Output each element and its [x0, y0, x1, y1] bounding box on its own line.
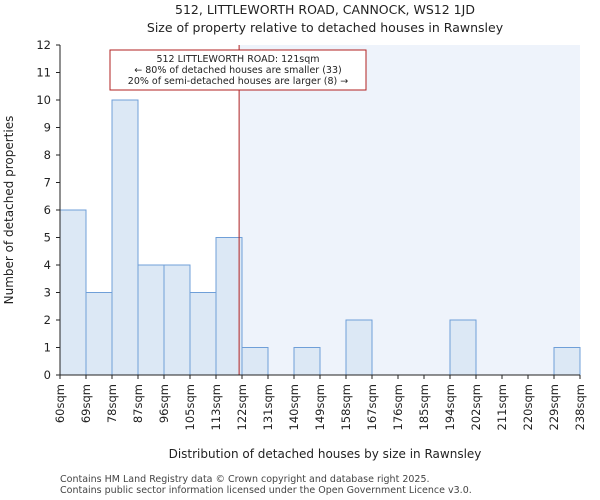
- y-tick-label-4: 4: [44, 258, 51, 272]
- annotation-line-3: 20% of semi-detached houses are larger (…: [128, 76, 348, 87]
- x-axis-label: Distribution of detached houses by size …: [169, 447, 482, 461]
- x-tick-label-60sqm: 60sqm: [53, 384, 67, 423]
- x-tick-label-131sqm: 131sqm: [261, 384, 275, 430]
- x-tick-label-105sqm: 105sqm: [183, 384, 197, 430]
- x-tick-label-158sqm: 158sqm: [339, 384, 353, 430]
- x-tick-label-140sqm: 140sqm: [287, 384, 301, 430]
- x-tick-label-149sqm: 149sqm: [313, 384, 327, 430]
- y-tick-label-2: 2: [44, 313, 51, 327]
- annotation-line-1: 512 LITTLEWORTH ROAD: 121sqm: [156, 54, 319, 65]
- annotation-border: [109, 49, 367, 91]
- bar-78sqm: [111, 99, 139, 376]
- x-tick-label-238sqm: 238sqm: [573, 384, 587, 430]
- y-tick-label-1: 1: [44, 341, 51, 355]
- x-tick-label-176sqm: 176sqm: [391, 384, 405, 430]
- bar-122sqm: [241, 347, 269, 376]
- x-tick-label-69sqm: 69sqm: [79, 384, 93, 423]
- x-tick-label-229sqm: 229sqm: [547, 384, 561, 430]
- y-tick-label-6: 6: [44, 203, 51, 217]
- x-tick-label-122sqm: 122sqm: [235, 384, 249, 430]
- bar-194sqm: [449, 319, 477, 376]
- bar-158sqm: [345, 319, 373, 376]
- annotation-box: 512 LITTLEWORTH ROAD: 121sqm ← 80% of de…: [109, 49, 367, 91]
- bar-229sqm: [553, 347, 581, 376]
- y-tick-label-3: 3: [44, 286, 51, 300]
- y-tick-label-0: 0: [44, 368, 51, 382]
- x-tick-label-194sqm: 194sqm: [443, 384, 457, 430]
- x-tick-label-220sqm: 220sqm: [521, 384, 535, 430]
- bars-group: [59, 99, 581, 376]
- x-tick-label-87sqm: 87sqm: [131, 384, 145, 423]
- y-tick-label-12: 12: [36, 38, 51, 52]
- y-tick-label-5: 5: [44, 231, 51, 245]
- y-axis-label: Number of detached properties: [2, 116, 16, 305]
- highlight-region: [239, 45, 580, 375]
- footer-line-1: Contains HM Land Registry data © Crown c…: [60, 474, 430, 485]
- footer-line-2: Contains public sector information licen…: [60, 485, 472, 496]
- y-tick-label-9: 9: [44, 121, 51, 135]
- y-tick-label-10: 10: [36, 93, 51, 107]
- bar-96sqm: [163, 264, 191, 376]
- x-tick-label-185sqm: 185sqm: [417, 384, 431, 430]
- bar-69sqm: [85, 292, 113, 376]
- x-tick-label-113sqm: 113sqm: [209, 384, 223, 430]
- bar-87sqm: [137, 264, 165, 376]
- annotation-line-2: ← 80% of detached houses are smaller (33…: [134, 65, 341, 76]
- x-tick-label-211sqm: 211sqm: [495, 384, 509, 430]
- y-tick-label-11: 11: [36, 66, 51, 80]
- x-tick-label-202sqm: 202sqm: [469, 384, 483, 430]
- x-tick-label-167sqm: 167sqm: [365, 384, 379, 430]
- bar-113sqm: [215, 237, 243, 376]
- y-tick-label-7: 7: [44, 176, 51, 190]
- x-tick-label-96sqm: 96sqm: [157, 384, 171, 423]
- chart-title: 512, LITTLEWORTH ROAD, CANNOCK, WS12 1JD: [175, 2, 475, 17]
- chart: 512, LITTLEWORTH ROAD, CANNOCK, WS12 1JD…: [2, 2, 587, 461]
- bar-105sqm: [189, 292, 217, 376]
- y-tick-label-8: 8: [44, 148, 51, 162]
- bar-140sqm: [293, 347, 321, 376]
- bar-60sqm: [59, 209, 87, 376]
- x-tick-label-78sqm: 78sqm: [105, 384, 119, 423]
- chart-subtitle: Size of property relative to detached ho…: [147, 20, 504, 35]
- x-axis: 60sqm 69sqm 78sqm 87sqm 96sqm 105sqm 113sqm 122…: [53, 375, 587, 430]
